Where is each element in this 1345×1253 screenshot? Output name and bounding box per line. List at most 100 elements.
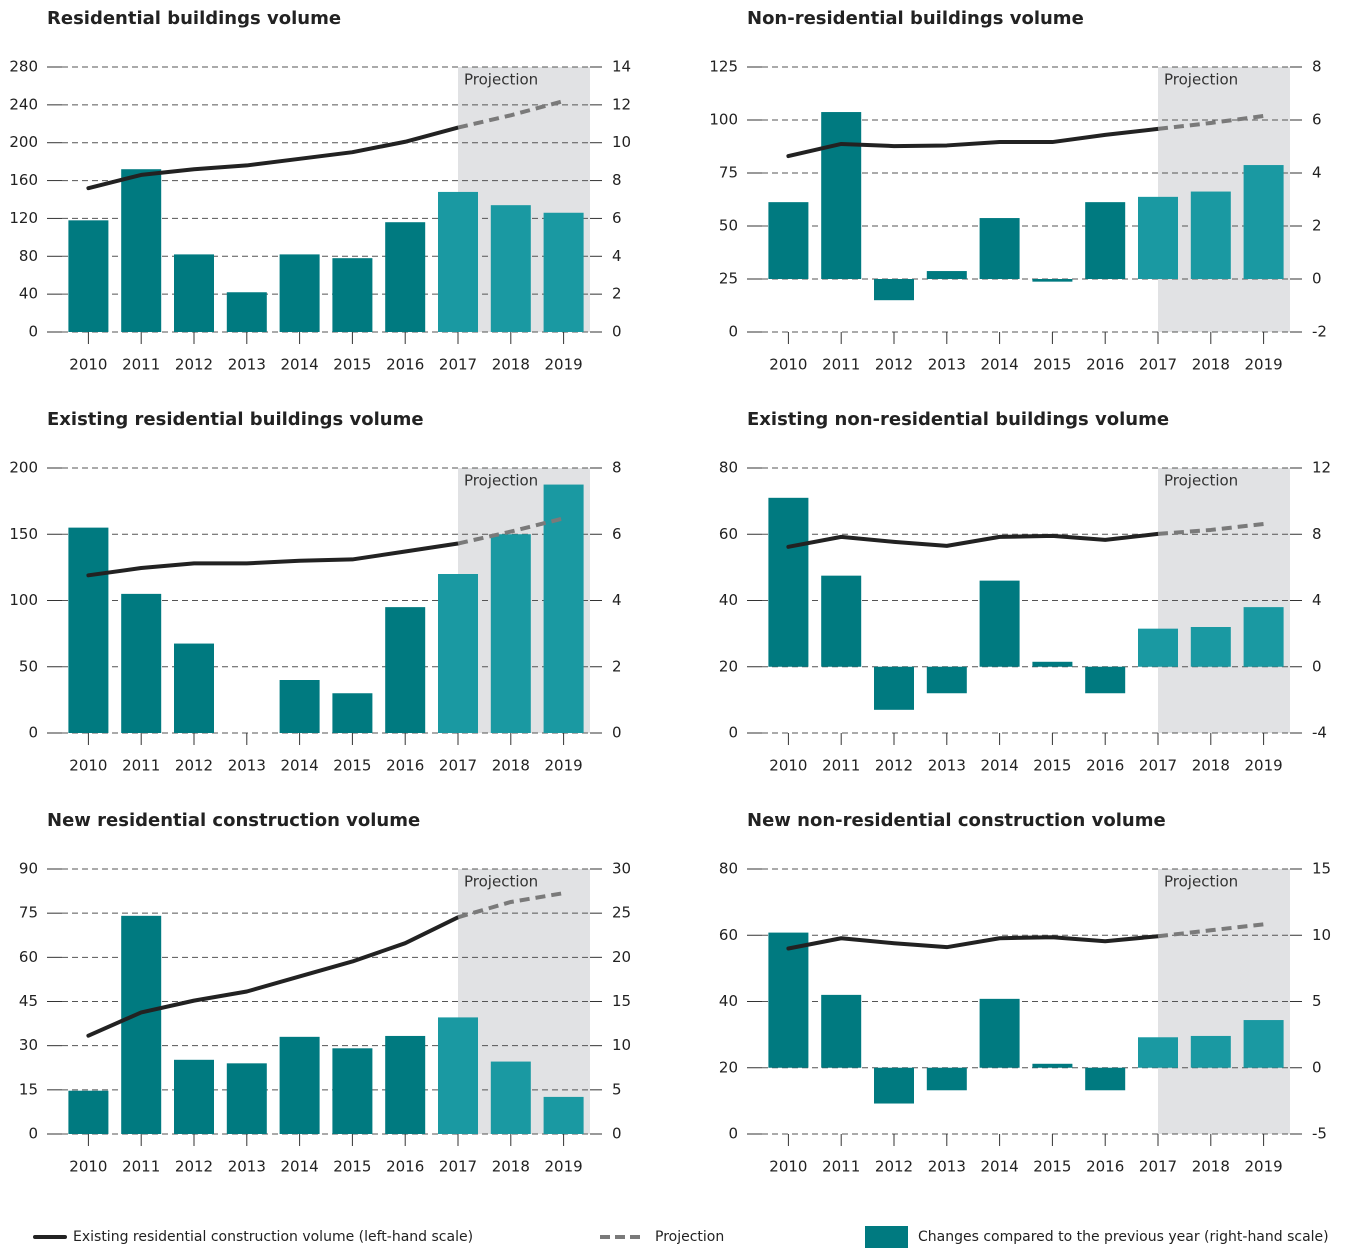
y-tick-label: 0 — [728, 323, 738, 341]
bar — [874, 279, 914, 301]
projection-label: Projection — [464, 71, 538, 89]
bar — [1190, 1035, 1231, 1068]
bar — [1243, 607, 1284, 667]
bar — [979, 218, 1020, 279]
x-tick-label: 2013 — [928, 356, 966, 374]
bar — [121, 593, 162, 733]
y-tick-label: 45 — [19, 992, 38, 1010]
bar — [926, 271, 967, 279]
bar — [979, 998, 1020, 1068]
bar — [543, 484, 584, 733]
bar — [821, 112, 862, 279]
bar — [543, 212, 584, 332]
legend-label: Changes compared to the previous year (r… — [918, 1229, 1329, 1245]
y-tick-label: 0 — [728, 1125, 738, 1143]
x-tick-label: 2012 — [875, 757, 913, 775]
x-tick-label: 2013 — [228, 757, 266, 775]
bar — [226, 1063, 267, 1134]
bar — [1138, 628, 1178, 667]
chart-title: Residential buildings volume — [47, 8, 341, 29]
bar — [1085, 1067, 1126, 1091]
x-tick-label: 2017 — [1139, 757, 1177, 775]
x-tick-label: 2019 — [545, 757, 583, 775]
y-tick-label: 100 — [709, 111, 738, 129]
bar — [438, 1017, 478, 1134]
y2-tick-label: 10 — [1312, 926, 1331, 944]
bar — [874, 1067, 914, 1104]
y-tick-label: 40 — [719, 591, 738, 609]
projection-line — [457, 99, 565, 130]
bar — [385, 607, 426, 733]
bar — [438, 191, 478, 332]
bar — [174, 254, 214, 332]
chart: New residential construction volume Proje… — [19, 810, 631, 1176]
y2-tick-label: 30 — [612, 860, 631, 878]
line — [86, 541, 460, 578]
x-tick-label: 2019 — [1245, 757, 1283, 775]
y2-tick-label: 0 — [1312, 657, 1322, 675]
y-tick-label: 150 — [9, 525, 38, 543]
x-tick-label: 2011 — [822, 757, 860, 775]
chart: Residential buildings volume Projection 0 4… — [9, 8, 631, 374]
bar — [68, 220, 109, 332]
y-tick-label: 40 — [719, 992, 738, 1010]
y2-tick-label: 6 — [1312, 111, 1322, 129]
y2-tick-label: 2 — [1312, 217, 1322, 235]
bar — [1138, 196, 1178, 279]
bar — [490, 1061, 531, 1134]
y-tick-label: 0 — [28, 323, 38, 341]
x-tick-label: 2012 — [875, 356, 913, 374]
x-tick-label: 2017 — [439, 356, 477, 374]
y2-tick-label: 4 — [1312, 164, 1322, 182]
bar — [490, 534, 531, 733]
bar — [874, 666, 914, 710]
y2-tick-label: -2 — [1312, 323, 1327, 341]
x-tick-label: 2011 — [122, 757, 160, 775]
y2-tick-label: 4 — [612, 591, 622, 609]
bar — [821, 994, 862, 1068]
bar — [1190, 627, 1231, 667]
x-tick-label: 2019 — [1245, 356, 1283, 374]
x-tick-label: 2013 — [928, 1158, 966, 1176]
chart: New non-residential construction volume P… — [719, 810, 1331, 1176]
chart-title: New residential construction volume — [47, 810, 420, 831]
y-tick-label: 80 — [19, 247, 38, 265]
bar — [332, 258, 373, 332]
y-tick-label: 160 — [9, 171, 38, 189]
x-tick-label: 2012 — [175, 356, 213, 374]
y-tick-label: 50 — [719, 217, 738, 235]
y2-tick-label: 25 — [612, 904, 631, 922]
y-tick-label: 75 — [19, 904, 38, 922]
x-tick-label: 2016 — [386, 356, 424, 374]
y2-tick-label: 6 — [612, 525, 622, 543]
y-tick-label: 20 — [719, 657, 738, 675]
x-tick-label: 2016 — [1086, 757, 1124, 775]
projection-label: Projection — [464, 472, 538, 490]
bar — [1243, 1020, 1284, 1068]
chart: Existing non-residential buildings volum… — [719, 409, 1331, 775]
y-tick-label: 60 — [719, 525, 738, 543]
projection-line — [457, 891, 564, 920]
y2-tick-label: 10 — [612, 1036, 631, 1054]
bar — [385, 222, 426, 332]
x-tick-label: 2010 — [69, 356, 107, 374]
bar — [1032, 1063, 1073, 1068]
x-tick-label: 2016 — [386, 1158, 424, 1176]
x-tick-label: 2014 — [281, 1158, 319, 1176]
y-tick-label: 200 — [9, 133, 38, 151]
x-tick-label: 2017 — [1139, 1158, 1177, 1176]
x-tick-label: 2012 — [175, 1158, 213, 1176]
projection-line — [1157, 922, 1264, 939]
x-tick-label: 2013 — [928, 757, 966, 775]
y-tick-label: 280 — [9, 58, 38, 76]
bar — [1190, 191, 1231, 279]
legend-label: Projection — [655, 1229, 724, 1245]
x-tick-label: 2015 — [333, 757, 371, 775]
bar — [979, 580, 1020, 667]
x-tick-label: 2017 — [1139, 356, 1177, 374]
projection-label: Projection — [1164, 472, 1238, 490]
bar — [68, 527, 109, 733]
bar — [332, 693, 373, 733]
bar — [490, 205, 531, 332]
projection-label: Projection — [1164, 71, 1238, 89]
